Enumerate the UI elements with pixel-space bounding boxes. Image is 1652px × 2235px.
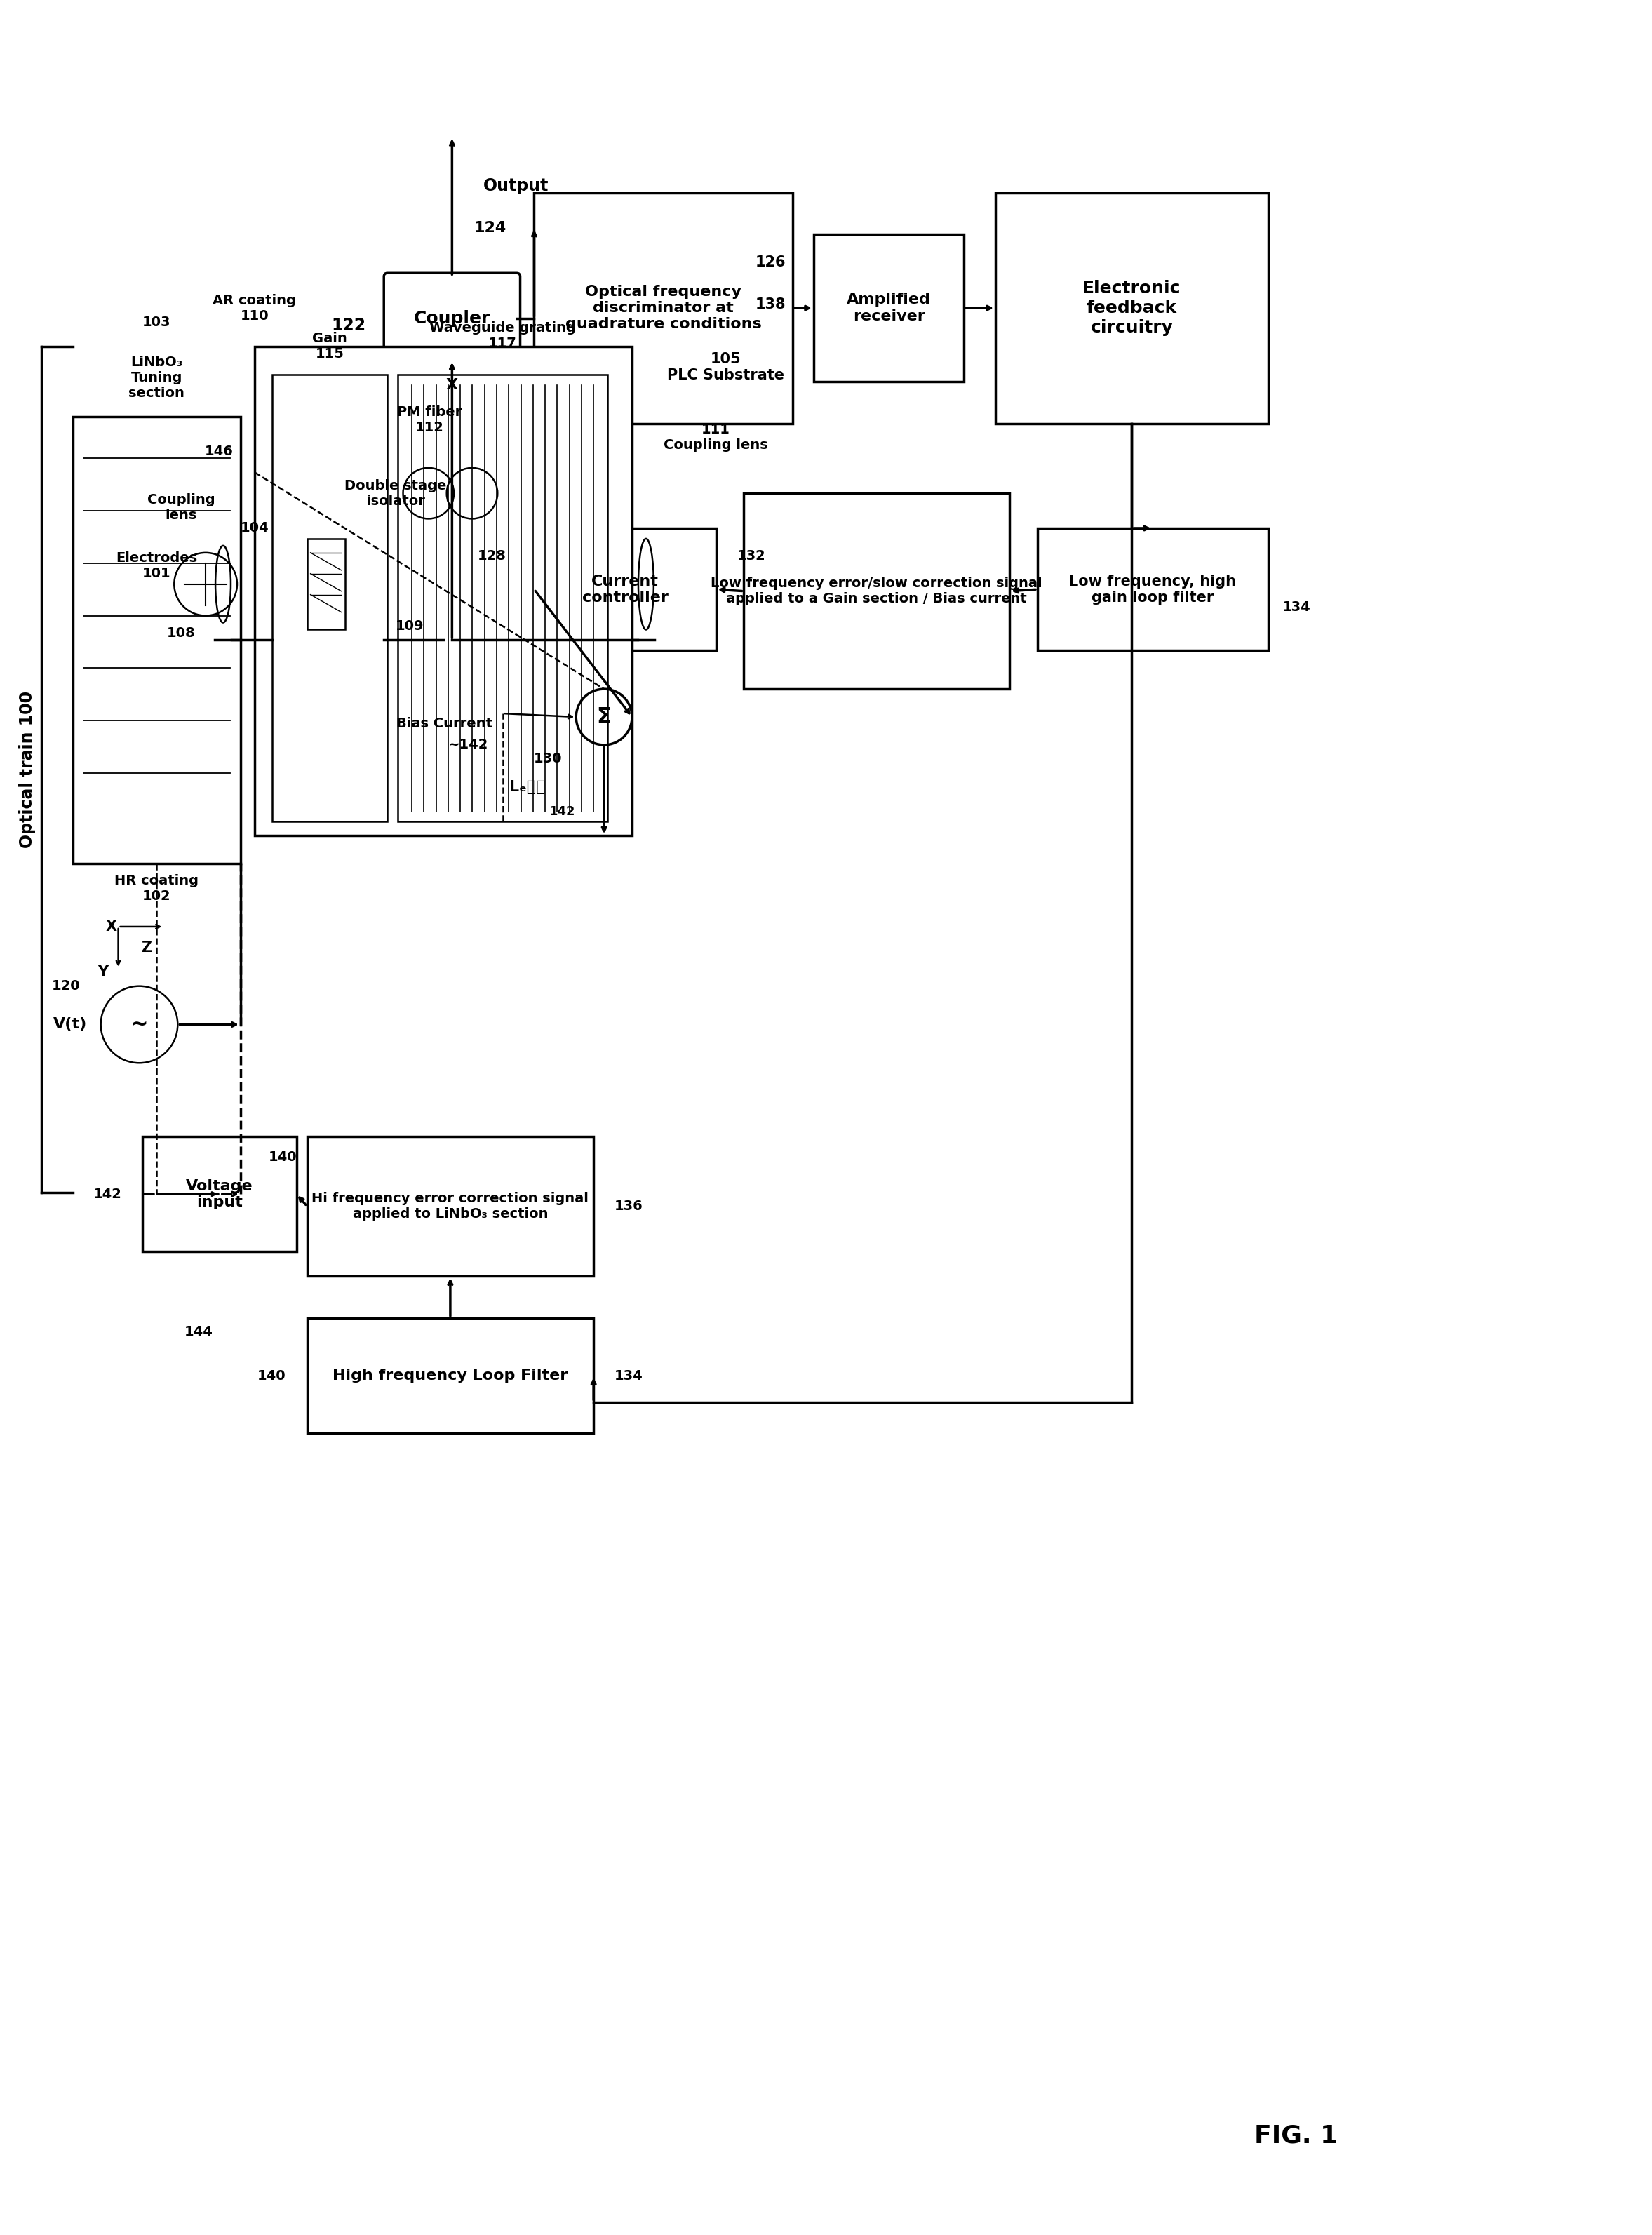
Text: 138: 138 — [755, 297, 786, 311]
Text: Optical frequency
discriminator at
quadrature conditions: Optical frequency discriminator at quadr… — [565, 284, 762, 331]
Text: Lₑ⁦⁦: Lₑ⁦⁦ — [509, 780, 545, 793]
Text: ~142: ~142 — [448, 738, 489, 751]
Text: 124: 124 — [474, 221, 506, 235]
FancyBboxPatch shape — [534, 192, 793, 422]
FancyBboxPatch shape — [307, 1135, 593, 1276]
Text: 126: 126 — [755, 255, 786, 270]
Text: Optical train 100: Optical train 100 — [18, 691, 36, 847]
Text: Low frequency error/slow correction signal
applied to a Gain section / Bias curr: Low frequency error/slow correction sign… — [710, 577, 1042, 606]
Text: LiNbO₃
Tuning
section: LiNbO₃ Tuning section — [129, 355, 185, 400]
Text: Coupling
lens: Coupling lens — [147, 494, 215, 521]
Text: 146: 146 — [205, 445, 233, 458]
FancyBboxPatch shape — [254, 346, 633, 836]
Text: 103: 103 — [142, 315, 170, 329]
Text: 111
Coupling lens: 111 Coupling lens — [664, 422, 768, 451]
Text: 108: 108 — [167, 626, 195, 639]
Text: Current
controller: Current controller — [582, 574, 667, 603]
Text: 104: 104 — [240, 521, 269, 534]
Text: 142: 142 — [93, 1187, 122, 1200]
Text: X: X — [106, 919, 117, 934]
Text: Gain
115: Gain 115 — [312, 333, 347, 360]
FancyBboxPatch shape — [743, 494, 1009, 688]
FancyBboxPatch shape — [383, 273, 520, 364]
Text: 128: 128 — [477, 550, 506, 563]
Text: 122: 122 — [332, 317, 367, 333]
Text: PM fiber
112: PM fiber 112 — [396, 405, 461, 434]
Text: AR coating
110: AR coating 110 — [213, 293, 296, 322]
FancyBboxPatch shape — [398, 375, 608, 822]
Text: Electronic
feedback
circuitry: Electronic feedback circuitry — [1082, 279, 1181, 335]
Text: 140: 140 — [269, 1151, 297, 1164]
Text: 144: 144 — [185, 1325, 213, 1339]
FancyBboxPatch shape — [1037, 527, 1269, 650]
Text: Output: Output — [484, 177, 548, 194]
Text: High frequency Loop Filter: High frequency Loop Filter — [332, 1368, 568, 1383]
FancyBboxPatch shape — [534, 527, 715, 650]
Text: Low frequency, high
gain loop filter: Low frequency, high gain loop filter — [1069, 574, 1236, 603]
Text: ~: ~ — [131, 1015, 149, 1035]
FancyBboxPatch shape — [307, 1319, 593, 1433]
Text: Y: Y — [97, 966, 107, 979]
Text: Σ: Σ — [596, 706, 611, 726]
Text: HR coating
102: HR coating 102 — [114, 874, 198, 903]
FancyBboxPatch shape — [73, 416, 241, 863]
Text: 142: 142 — [548, 805, 575, 818]
Text: 132: 132 — [737, 550, 765, 563]
Text: 134: 134 — [615, 1370, 643, 1383]
FancyBboxPatch shape — [996, 192, 1269, 422]
Text: 130: 130 — [534, 753, 562, 767]
Text: Waveguide grating
117: Waveguide grating 117 — [430, 322, 577, 351]
FancyBboxPatch shape — [307, 539, 345, 630]
Text: 134: 134 — [1282, 601, 1310, 615]
FancyBboxPatch shape — [814, 235, 965, 382]
Text: V(t): V(t) — [53, 1017, 88, 1033]
FancyBboxPatch shape — [273, 375, 387, 822]
Text: Bias Current: Bias Current — [396, 717, 492, 731]
Text: 109: 109 — [395, 619, 425, 633]
Text: 105
PLC Substrate: 105 PLC Substrate — [667, 353, 785, 382]
Text: X: X — [446, 378, 458, 391]
FancyBboxPatch shape — [142, 1135, 296, 1252]
Text: Double stage
isolator: Double stage isolator — [345, 478, 446, 507]
Text: 136: 136 — [615, 1200, 643, 1214]
Text: Hi frequency error correction signal
applied to LiNbO₃ section: Hi frequency error correction signal app… — [312, 1191, 588, 1220]
Text: Coupler: Coupler — [413, 311, 491, 326]
Text: Amplified
receiver: Amplified receiver — [847, 293, 932, 324]
Text: 120: 120 — [51, 979, 79, 992]
Text: Electrodes
101: Electrodes 101 — [116, 552, 198, 579]
Text: 140: 140 — [258, 1370, 286, 1383]
Text: Z: Z — [140, 941, 152, 954]
Text: Voltage
input: Voltage input — [187, 1178, 253, 1209]
Text: FIG. 1: FIG. 1 — [1254, 2123, 1338, 2148]
